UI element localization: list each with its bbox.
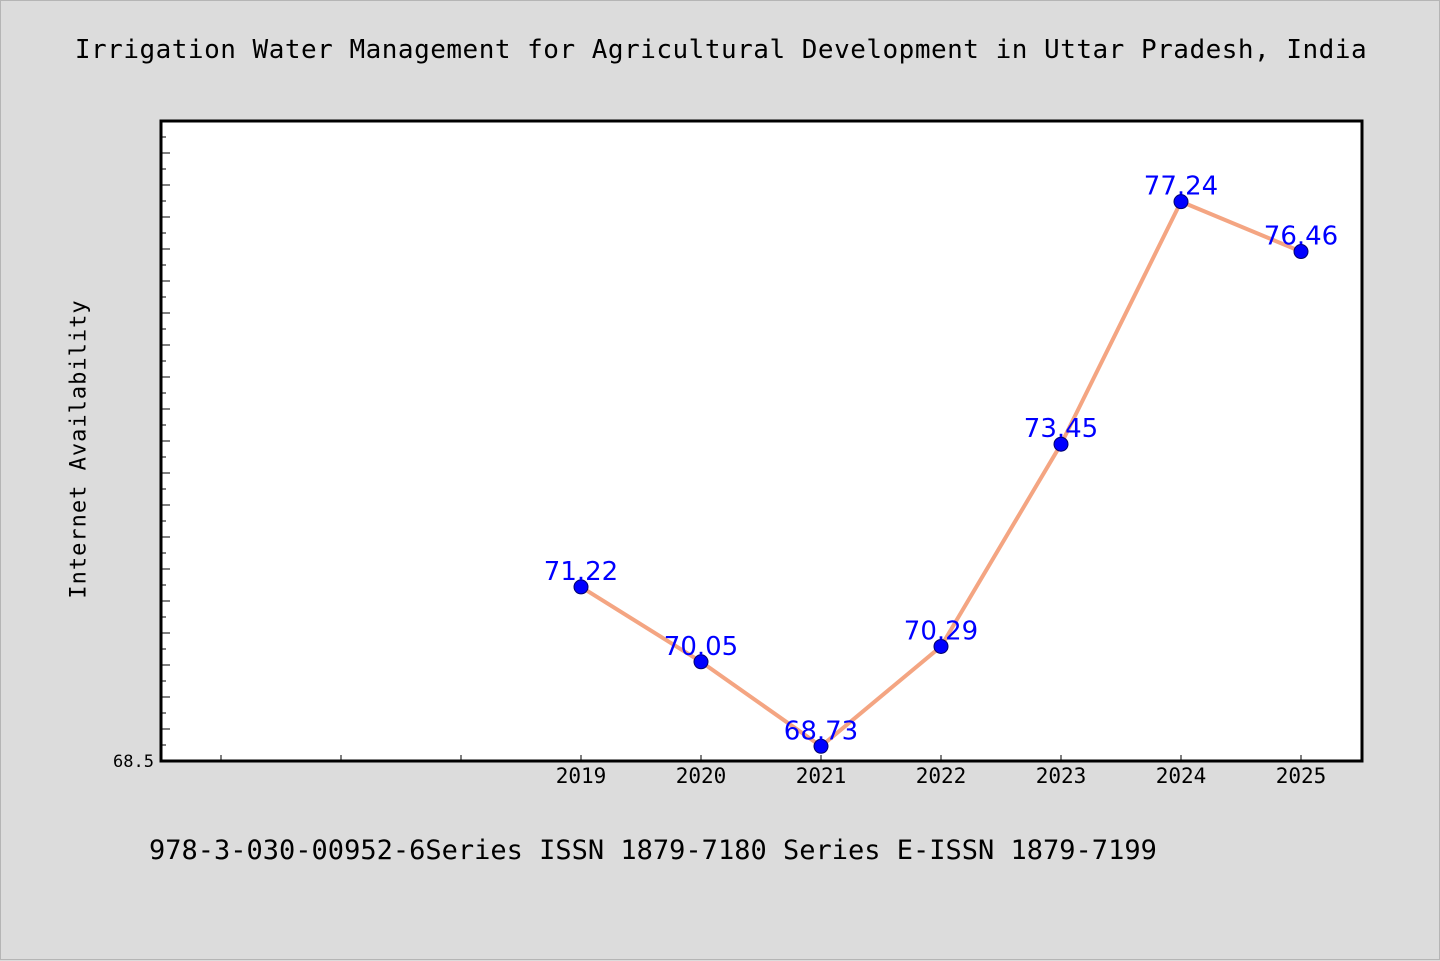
footer-text: 978-3-030-00952-6Series ISSN 1879-7180 S…: [149, 835, 1157, 866]
data-label: 77.24: [1144, 172, 1218, 202]
y-tick-label: 68.5: [113, 752, 154, 772]
data-labels: 71.22 70.05 68.73 70.29 73.45 77.24 76.46: [544, 172, 1338, 747]
x-tick-label: 2020: [676, 764, 727, 788]
plot-area: [159, 119, 1364, 763]
x-tick-labels: 2019 2020 2021 2022 2023 2024 2025: [556, 764, 1327, 788]
x-ticks: [220, 755, 1302, 761]
data-label: 70.29: [904, 616, 978, 646]
x-tick-label: 2022: [916, 764, 967, 788]
data-label: 76.46: [1264, 222, 1338, 252]
series-group: [573, 194, 1309, 754]
chart-title: Irrigation Water Management for Agricult…: [74, 35, 1368, 65]
data-label: 73.45: [1024, 414, 1098, 444]
data-point: [1293, 244, 1309, 260]
x-tick-label: 2025: [1276, 764, 1327, 788]
data-label: 70.05: [664, 632, 738, 662]
data-point: [1053, 436, 1069, 452]
x-tick-label: 2023: [1036, 764, 1087, 788]
data-point: [933, 638, 949, 654]
x-tick-label: 2019: [556, 764, 607, 788]
data-point: [813, 738, 829, 754]
data-point: [573, 579, 589, 595]
y-ticks: [161, 136, 170, 762]
data-point: [693, 654, 709, 670]
x-tick-label: 2024: [1156, 764, 1207, 788]
data-label: 68.73: [784, 716, 858, 746]
data-point: [1173, 194, 1189, 210]
x-tick-label: 2021: [796, 764, 847, 788]
data-label: 71.22: [544, 557, 618, 587]
